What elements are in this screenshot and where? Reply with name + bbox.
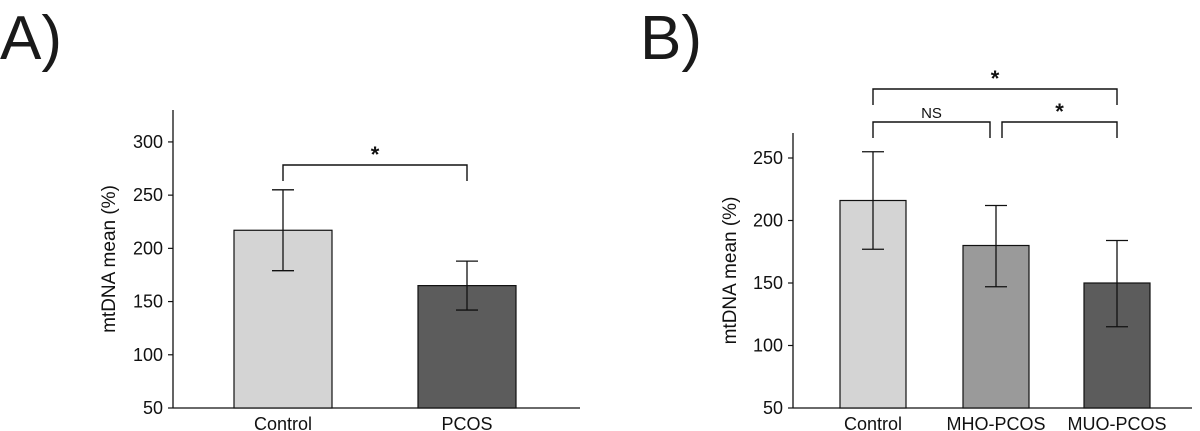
chart-a-y-tick-label: 300 (133, 132, 163, 152)
chart-a-significance-bracket-0 (282, 164, 468, 181)
chart-a-significance-label-0: * (371, 142, 380, 167)
panel-b-label: B) (640, 4, 702, 73)
chart-a-y-axis-label: mtDNA mean (%) (99, 185, 120, 333)
chart-b-y-tick-label: 50 (763, 398, 783, 418)
chart-b-category-label-0: Control (844, 414, 902, 431)
chart-a-category-label-1: PCOS (441, 414, 492, 431)
chart-b-significance-bracket-2 (872, 88, 1118, 105)
chart-b-y-tick-label: 100 (753, 336, 783, 356)
chart-a-y-tick-label: 50 (143, 398, 163, 418)
chart-b-category-label-1: MHO-PCOS (947, 414, 1046, 431)
chart-a-category-label-0: Control (254, 414, 312, 431)
chart-a-y-tick-label: 200 (133, 238, 163, 258)
chart-b-y-tick-label: 150 (753, 273, 783, 293)
chart-b-y-axis-label: mtDNA mean (%) (720, 197, 741, 345)
chart-b-y-tick-label: 250 (753, 148, 783, 168)
chart-b-y-tick-label: 200 (753, 211, 783, 231)
chart-b-significance-bracket-1 (1001, 121, 1118, 138)
chart-b-significance-label-1: * (1055, 99, 1064, 124)
chart-a-y-tick-label: 100 (133, 345, 163, 365)
chart-b-significance-bracket-0 (872, 121, 991, 138)
chart-b-significance-label-2: * (991, 66, 1000, 91)
chart-b-significance-label-0: NS (921, 105, 942, 122)
chart-b-category-label-2: MUO-PCOS (1068, 414, 1167, 431)
panel-a-label: A) (0, 4, 62, 73)
chart-a-y-tick-label: 250 (133, 185, 163, 205)
chart-a-y-tick-label: 150 (133, 292, 163, 312)
chart-b: 50 100 150 200 250 mtDNA mean (%) Control MHO-P… (720, 66, 1192, 431)
chart-a: 50 100 150 200 250 300 mtDNA mean (%) Control PC… (99, 110, 580, 431)
